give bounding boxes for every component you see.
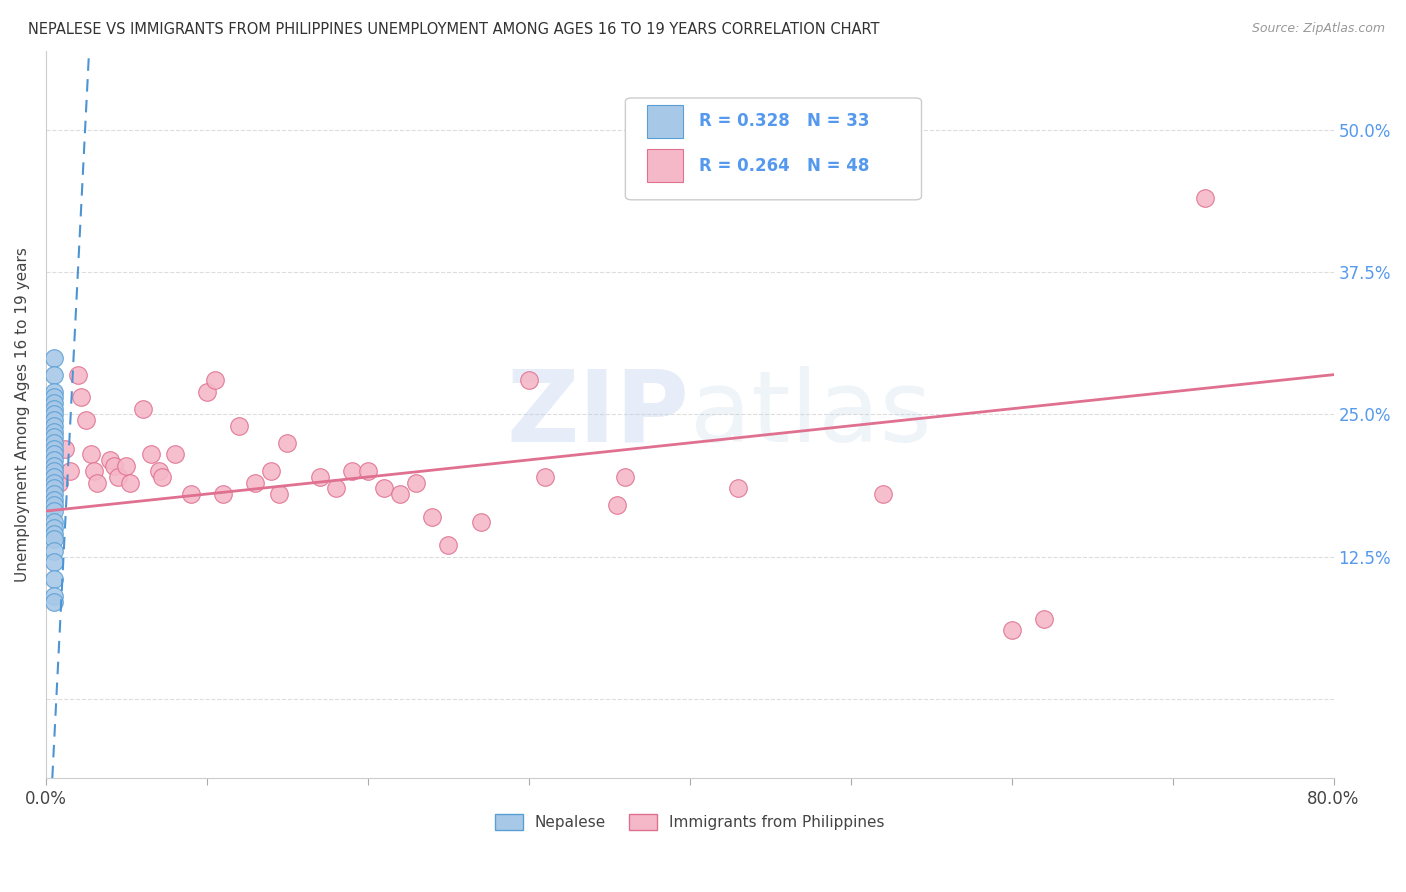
Point: [42, 475, 65, 490]
Point: [42, 544, 65, 558]
Point: [48, 475, 70, 490]
Point: [115, 458, 138, 473]
Point: [131, 401, 153, 416]
Point: [42, 401, 65, 416]
Point: [42, 413, 65, 427]
Point: [420, 509, 443, 524]
Point: [42, 533, 65, 547]
Point: [340, 464, 363, 478]
Point: [180, 487, 202, 501]
FancyBboxPatch shape: [647, 149, 683, 182]
FancyBboxPatch shape: [647, 104, 683, 137]
Point: [195, 384, 218, 399]
Point: [42, 391, 65, 405]
Point: [614, 470, 637, 484]
Point: [228, 418, 250, 433]
Point: [405, 475, 427, 490]
Point: [83, 464, 105, 478]
Point: [325, 481, 347, 495]
Point: [308, 470, 330, 484]
Point: [42, 396, 65, 410]
Point: [42, 590, 65, 604]
Point: [53, 442, 76, 456]
Point: [389, 487, 412, 501]
Text: NEPALESE VS IMMIGRANTS FROM PHILIPPINES UNEMPLOYMENT AMONG AGES 16 TO 19 YEARS C: NEPALESE VS IMMIGRANTS FROM PHILIPPINES …: [28, 22, 880, 37]
Text: Source: ZipAtlas.com: Source: ZipAtlas.com: [1251, 22, 1385, 36]
Text: ZIP: ZIP: [508, 366, 690, 463]
Point: [42, 453, 65, 467]
Point: [357, 464, 380, 478]
Point: [260, 464, 283, 478]
Point: [107, 470, 129, 484]
Point: [42, 572, 65, 586]
Point: [42, 425, 65, 439]
Point: [42, 595, 65, 609]
Point: [606, 499, 628, 513]
Point: [42, 442, 65, 456]
Point: [1032, 612, 1054, 626]
Point: [42, 458, 65, 473]
Point: [42, 470, 65, 484]
FancyBboxPatch shape: [626, 98, 921, 200]
Point: [98, 453, 121, 467]
Point: [245, 475, 267, 490]
Point: [80, 447, 103, 461]
Point: [42, 447, 65, 461]
Point: [42, 384, 65, 399]
Point: [727, 481, 749, 495]
Point: [1001, 624, 1024, 638]
Legend: Nepalese, Immigrants from Philippines: Nepalese, Immigrants from Philippines: [489, 808, 890, 836]
Point: [872, 487, 894, 501]
Point: [42, 481, 65, 495]
Point: [59, 464, 82, 478]
Text: R = 0.264   N = 48: R = 0.264 N = 48: [699, 157, 869, 175]
Point: [212, 487, 235, 501]
Point: [42, 499, 65, 513]
Point: [204, 373, 226, 387]
Point: [42, 516, 65, 530]
Point: [1194, 191, 1216, 205]
Point: [373, 481, 395, 495]
Point: [42, 418, 65, 433]
Point: [437, 538, 460, 552]
Point: [67, 368, 90, 382]
Point: [42, 408, 65, 422]
Point: [42, 487, 65, 501]
Text: R = 0.328   N = 33: R = 0.328 N = 33: [699, 112, 869, 130]
Point: [86, 475, 108, 490]
Point: [103, 458, 125, 473]
Point: [75, 413, 97, 427]
Point: [42, 521, 65, 535]
Point: [276, 435, 298, 450]
Point: [118, 475, 141, 490]
Point: [42, 504, 65, 518]
Point: [269, 487, 291, 501]
Point: [42, 555, 65, 569]
Point: [42, 492, 65, 507]
Point: [150, 470, 173, 484]
Point: [42, 526, 65, 541]
Text: atlas: atlas: [690, 366, 931, 463]
Point: [42, 351, 65, 365]
Point: [470, 516, 492, 530]
Y-axis label: Unemployment Among Ages 16 to 19 years: Unemployment Among Ages 16 to 19 years: [15, 247, 30, 582]
Point: [42, 435, 65, 450]
Point: [42, 464, 65, 478]
Point: [42, 430, 65, 444]
Point: [517, 373, 540, 387]
Point: [42, 464, 65, 478]
Point: [148, 464, 170, 478]
Point: [163, 447, 186, 461]
Point: [42, 368, 65, 382]
Point: [70, 391, 93, 405]
Point: [139, 447, 162, 461]
Point: [534, 470, 557, 484]
